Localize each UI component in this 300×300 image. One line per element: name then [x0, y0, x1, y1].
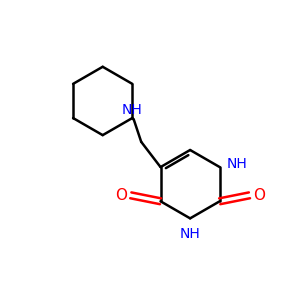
Text: O: O — [115, 188, 127, 203]
Text: NH: NH — [122, 103, 143, 117]
Text: NH: NH — [226, 157, 247, 171]
Text: O: O — [253, 188, 265, 203]
Text: NH: NH — [180, 227, 200, 241]
